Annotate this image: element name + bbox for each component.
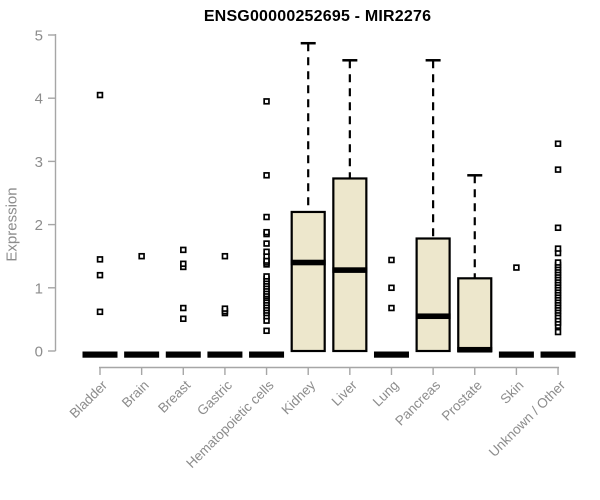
- collapsed-box: [207, 351, 243, 358]
- x-tick-label: Breast: [155, 377, 193, 415]
- median-line: [332, 267, 368, 273]
- x-tick-label: Gastric: [194, 377, 235, 418]
- outlier-point: [513, 264, 520, 271]
- outlier-point: [388, 304, 395, 312]
- median-line: [415, 313, 451, 320]
- collapsed-box: [165, 351, 201, 358]
- outlier-point: [96, 91, 104, 99]
- x-tick-label: Pancreas: [392, 377, 443, 428]
- x-tick-label: Unknown / Other: [486, 377, 569, 460]
- outlier-point: [554, 166, 562, 173]
- outlier-point: [554, 259, 562, 266]
- outlier-point: [138, 252, 145, 260]
- chart-title: ENSG00000252695 - MIR2276: [203, 8, 432, 25]
- outlier-point: [554, 224, 562, 232]
- outlier-point: [554, 328, 562, 336]
- collapsed-box: [540, 351, 576, 358]
- median-line: [457, 346, 493, 353]
- collapsed-box: [373, 351, 409, 358]
- outlier-point: [263, 98, 270, 105]
- y-tick-label: 0: [35, 344, 43, 361]
- y-tick-label: 5: [35, 28, 43, 45]
- outlier-point: [96, 271, 104, 279]
- outlier-point: [180, 260, 187, 268]
- y-tick-label: 1: [35, 280, 43, 297]
- collapsed-box: [498, 351, 534, 358]
- box: [457, 277, 493, 353]
- collapsed-box: [249, 351, 285, 358]
- x-tick-label: Lung: [370, 378, 402, 410]
- median-line: [290, 259, 326, 266]
- x-tick-label: Skin: [497, 378, 526, 407]
- y-tick-label: 4: [35, 91, 43, 108]
- collapsed-box: [82, 351, 118, 358]
- box: [415, 237, 451, 353]
- outlier-point: [554, 140, 562, 147]
- x-tick-label: Brain: [119, 378, 152, 411]
- outlier-point: [221, 252, 229, 260]
- outlier-point: [263, 228, 270, 236]
- outlier-point: [388, 256, 395, 264]
- x-tick-label: Kidney: [279, 377, 319, 417]
- outlier-point: [180, 304, 187, 312]
- x-tick-label: Prostate: [439, 378, 485, 424]
- y-tick-label: 3: [35, 154, 43, 171]
- y-tick-label: 2: [35, 217, 43, 234]
- x-tick-label: Liver: [329, 377, 361, 409]
- outlier-point: [263, 240, 270, 247]
- outlier-point: [263, 327, 270, 335]
- box: [290, 210, 326, 353]
- outlier-point: [180, 315, 187, 323]
- outlier-point: [263, 273, 270, 280]
- collapsed-box: [124, 351, 160, 358]
- outlier-point: [388, 284, 395, 292]
- outlier-point: [96, 256, 104, 263]
- outlier-point: [263, 213, 270, 221]
- outlier-point: [221, 305, 229, 312]
- outlier-point: [554, 245, 562, 252]
- outlier-point: [263, 172, 270, 179]
- outlier-point: [180, 246, 187, 254]
- x-tick-label: Bladder: [67, 377, 111, 421]
- box: [332, 177, 368, 353]
- outlier-point: [96, 308, 104, 316]
- outlier-point: [263, 248, 270, 256]
